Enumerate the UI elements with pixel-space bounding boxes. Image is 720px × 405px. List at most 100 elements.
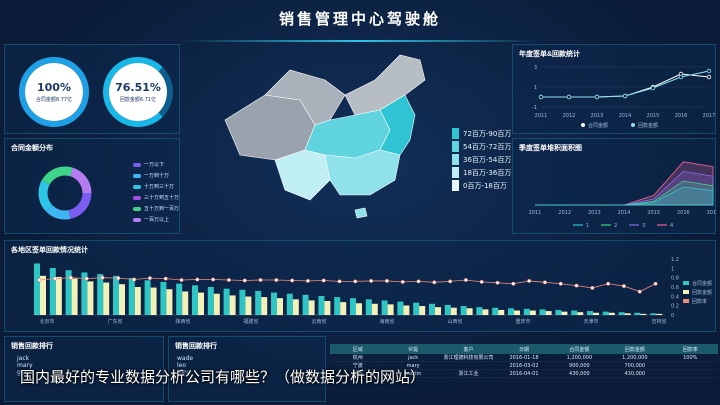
bar[interactable] (150, 287, 157, 315)
bar[interactable] (245, 296, 252, 315)
bar[interactable] (160, 281, 167, 315)
map-legend-item[interactable]: 18百万-36百万 (452, 166, 511, 179)
data-point[interactable] (163, 276, 168, 281)
data-point[interactable] (400, 279, 405, 284)
data-point[interactable] (566, 94, 572, 100)
bar[interactable] (261, 297, 268, 315)
data-point[interactable] (337, 279, 342, 284)
bar[interactable] (223, 288, 230, 315)
data-point[interactable] (558, 281, 563, 286)
map-legend-item[interactable]: 54百万-72百万 (452, 140, 511, 153)
bar[interactable] (381, 300, 388, 315)
donut-legend-item[interactable]: 五十万到一百万 (133, 205, 179, 212)
bar[interactable] (128, 278, 135, 315)
bar[interactable] (460, 306, 467, 315)
map-legend-item[interactable]: 72百万-90百万 (452, 127, 511, 140)
bar[interactable] (213, 293, 220, 315)
data-point[interactable] (290, 278, 295, 283)
map-region-south[interactable] (324, 149, 401, 196)
data-point[interactable] (148, 276, 152, 281)
data-point[interactable] (211, 277, 216, 282)
bar[interactable] (277, 298, 284, 315)
data-point[interactable] (706, 74, 712, 80)
map-region-island[interactable] (354, 207, 368, 219)
data-point[interactable] (179, 278, 184, 282)
bar[interactable] (413, 302, 420, 315)
bar[interactable] (498, 309, 505, 315)
bar[interactable] (103, 282, 110, 315)
data-point[interactable] (385, 279, 389, 283)
column-header[interactable]: 回款率 (682, 346, 698, 353)
bar[interactable] (134, 287, 141, 315)
data-point[interactable] (574, 283, 579, 288)
map-region-east[interactable] (379, 94, 416, 156)
bar[interactable] (350, 298, 357, 315)
donut-slice[interactable] (38, 166, 92, 220)
data-point[interactable] (678, 74, 684, 80)
data-point[interactable] (37, 278, 42, 282)
donut-legend-item[interactable]: 三十万到五十万 (133, 194, 179, 201)
bar[interactable] (602, 311, 609, 315)
bar[interactable] (508, 308, 515, 315)
bar[interactable] (182, 291, 189, 315)
bar[interactable] (444, 304, 451, 315)
data-point[interactable] (527, 279, 532, 283)
bar[interactable] (113, 275, 120, 315)
data-point[interactable] (432, 280, 437, 285)
bar[interactable] (571, 310, 578, 315)
table-row[interactable]: 杭州 jack 浙江理德科技有限公司 2016-01-18 1,200,000 1,200… (330, 354, 718, 362)
data-point[interactable] (594, 94, 600, 100)
bar[interactable] (49, 267, 56, 315)
data-point[interactable] (195, 277, 200, 282)
bar[interactable] (419, 306, 426, 315)
bar[interactable] (286, 293, 293, 315)
donut-legend-item[interactable]: 一百万以上 (133, 216, 169, 223)
bar[interactable] (482, 309, 489, 315)
bar[interactable] (239, 289, 246, 315)
donut-legend-item[interactable]: 十万到三十万 (133, 183, 174, 190)
column-header[interactable]: 客户 (463, 346, 474, 353)
data-point[interactable] (100, 275, 105, 280)
data-point[interactable] (416, 279, 421, 284)
bar[interactable] (429, 303, 436, 315)
bar[interactable] (403, 305, 410, 315)
bar[interactable] (435, 307, 442, 315)
bar[interactable] (523, 308, 530, 315)
bar[interactable] (365, 299, 372, 315)
bar[interactable] (450, 307, 457, 315)
data-point[interactable] (448, 279, 453, 284)
bar[interactable] (192, 285, 199, 315)
bar[interactable] (198, 292, 205, 315)
bar[interactable] (87, 281, 94, 315)
map-legend-item[interactable]: 36百万-54百万 (452, 153, 511, 166)
data-point[interactable] (622, 93, 628, 99)
table-row[interactable]: 温州 martin 浙江工业 2016-04-01 430,000 430,000 (330, 370, 718, 378)
bar[interactable] (302, 294, 309, 315)
data-point[interactable] (69, 275, 73, 280)
bar[interactable] (466, 308, 473, 315)
data-point[interactable] (274, 278, 279, 282)
bar[interactable] (387, 304, 394, 315)
bar[interactable] (539, 309, 546, 315)
bar[interactable] (545, 311, 552, 315)
bar[interactable] (529, 310, 536, 315)
bar[interactable] (587, 311, 594, 315)
donut-slice[interactable] (38, 166, 92, 220)
bar[interactable] (324, 301, 331, 315)
area-series[interactable] (535, 186, 714, 206)
bar[interactable] (292, 299, 299, 315)
data-point[interactable] (116, 276, 121, 281)
map-region-southwest[interactable] (274, 149, 331, 201)
bar[interactable] (608, 312, 615, 315)
column-header[interactable]: 合同金额 (569, 346, 590, 353)
donut-legend-item[interactable]: 一万到十万 (133, 172, 169, 179)
donut-legend-item[interactable]: 一万以下 (133, 161, 164, 168)
data-point[interactable] (590, 286, 595, 290)
bar[interactable] (71, 278, 78, 315)
data-point[interactable] (369, 279, 374, 283)
column-header[interactable]: 区域 (352, 346, 363, 353)
series-line[interactable] (541, 70, 710, 98)
data-point[interactable] (606, 281, 611, 286)
data-point[interactable] (84, 276, 89, 281)
bar[interactable] (308, 300, 315, 315)
